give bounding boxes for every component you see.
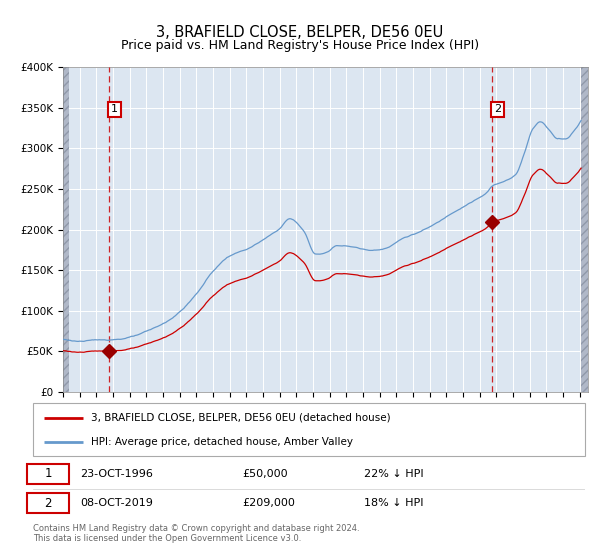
Text: Price paid vs. HM Land Registry's House Price Index (HPI): Price paid vs. HM Land Registry's House … [121,39,479,52]
Text: HPI: Average price, detached house, Amber Valley: HPI: Average price, detached house, Ambe… [91,437,353,447]
Bar [581,67,589,392]
Text: 3, BRAFIELD CLOSE, BELPER, DE56 0EU (detached house): 3, BRAFIELD CLOSE, BELPER, DE56 0EU (det… [91,413,391,423]
Text: 3, BRAFIELD CLOSE, BELPER, DE56 0EU: 3, BRAFIELD CLOSE, BELPER, DE56 0EU [157,25,443,40]
Text: 1: 1 [111,104,118,114]
Text: 22% ↓ HPI: 22% ↓ HPI [364,469,424,479]
Text: £209,000: £209,000 [243,498,296,508]
FancyBboxPatch shape [33,403,585,456]
Text: 1: 1 [44,468,52,480]
Text: £50,000: £50,000 [243,469,289,479]
Text: 08-OCT-2019: 08-OCT-2019 [80,498,153,508]
Text: 2: 2 [494,104,501,114]
Text: 23-OCT-1996: 23-OCT-1996 [80,469,153,479]
Text: 18% ↓ HPI: 18% ↓ HPI [364,498,424,508]
FancyBboxPatch shape [28,464,69,484]
Bar [63,67,69,392]
Text: 2: 2 [44,497,52,510]
Text: Contains HM Land Registry data © Crown copyright and database right 2024.
This d: Contains HM Land Registry data © Crown c… [33,524,359,543]
FancyBboxPatch shape [28,493,69,513]
